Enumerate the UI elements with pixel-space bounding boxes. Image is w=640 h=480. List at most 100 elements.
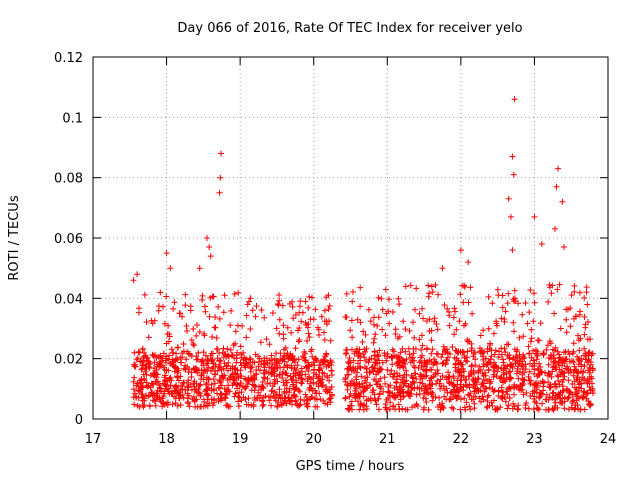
data-point xyxy=(346,355,353,361)
data-point xyxy=(570,372,577,379)
data-point xyxy=(161,320,168,327)
data-point xyxy=(297,303,303,310)
data-point xyxy=(348,317,355,324)
data-point xyxy=(497,375,504,382)
data-point xyxy=(457,377,464,384)
data-point xyxy=(395,401,402,408)
data-point xyxy=(368,355,375,362)
data-point xyxy=(485,359,492,366)
data-point xyxy=(202,352,209,359)
data-point xyxy=(347,390,354,397)
data-point xyxy=(534,405,540,412)
data-point xyxy=(491,368,498,374)
data-point xyxy=(204,356,211,363)
data-point xyxy=(451,331,458,338)
data-point xyxy=(275,399,282,406)
data-point xyxy=(388,354,395,360)
data-point xyxy=(145,360,152,367)
data-point xyxy=(131,401,138,408)
data-point xyxy=(274,357,281,364)
data-point xyxy=(498,394,505,401)
data-point xyxy=(314,396,320,403)
data-point xyxy=(486,380,493,387)
data-point xyxy=(400,374,407,381)
data-point xyxy=(586,349,593,355)
data-point xyxy=(271,395,278,402)
data-point xyxy=(131,374,138,381)
data-point xyxy=(135,387,142,394)
data-point xyxy=(354,316,361,323)
data-point xyxy=(526,350,533,357)
data-point xyxy=(268,402,275,409)
data-point xyxy=(227,322,234,329)
data-point xyxy=(321,307,328,314)
data-point xyxy=(377,375,384,382)
data-point xyxy=(362,349,369,355)
data-point xyxy=(187,351,193,358)
data-point xyxy=(375,294,382,301)
data-point xyxy=(249,381,256,388)
data-point xyxy=(200,362,207,369)
data-point xyxy=(386,320,393,327)
data-point xyxy=(195,349,202,356)
data-point xyxy=(276,330,283,337)
data-point xyxy=(565,369,572,376)
data-point xyxy=(472,387,479,394)
data-point xyxy=(515,375,522,382)
data-point xyxy=(460,387,467,394)
data-point xyxy=(532,350,539,357)
data-point xyxy=(540,387,547,394)
data-point xyxy=(450,375,457,382)
x-tick-label: 19 xyxy=(232,432,249,447)
data-point xyxy=(457,359,464,366)
data-point xyxy=(321,329,327,336)
data-point xyxy=(463,399,470,406)
data-point xyxy=(267,380,274,387)
data-point xyxy=(358,373,365,380)
data-point xyxy=(561,373,568,380)
data-point xyxy=(247,326,254,332)
data-point xyxy=(574,369,581,376)
data-point xyxy=(198,403,205,410)
data-point xyxy=(586,369,593,376)
data-point xyxy=(421,361,428,368)
data-point xyxy=(419,342,426,349)
data-point xyxy=(483,385,490,392)
data-point xyxy=(549,282,556,289)
data-point xyxy=(201,399,208,405)
data-point xyxy=(382,332,389,339)
data-point xyxy=(498,351,505,358)
data-point xyxy=(581,345,588,352)
data-point xyxy=(255,383,262,390)
data-point xyxy=(357,319,364,326)
data-point xyxy=(365,306,372,313)
data-point xyxy=(475,369,482,376)
data-point xyxy=(347,327,354,334)
data-point xyxy=(476,395,483,402)
data-point xyxy=(232,390,239,397)
data-point xyxy=(509,153,516,160)
data-point xyxy=(259,403,266,409)
data-point xyxy=(242,396,249,403)
data-point xyxy=(505,195,512,202)
data-point xyxy=(584,380,591,387)
data-point xyxy=(285,356,292,362)
data-point xyxy=(419,375,426,382)
data-point xyxy=(212,324,219,331)
data-point xyxy=(238,389,245,396)
data-point xyxy=(350,357,357,364)
data-point xyxy=(241,355,248,361)
data-point xyxy=(381,374,388,381)
data-point xyxy=(297,396,304,403)
data-point xyxy=(376,347,383,354)
data-point xyxy=(216,364,223,371)
data-point xyxy=(426,357,433,364)
data-point xyxy=(289,357,296,364)
data-point xyxy=(132,361,138,368)
data-point xyxy=(522,405,529,411)
data-point xyxy=(244,301,251,308)
data-point xyxy=(235,393,242,400)
data-point xyxy=(374,381,381,388)
x-tick-label: 18 xyxy=(158,432,175,447)
data-point xyxy=(265,369,272,376)
